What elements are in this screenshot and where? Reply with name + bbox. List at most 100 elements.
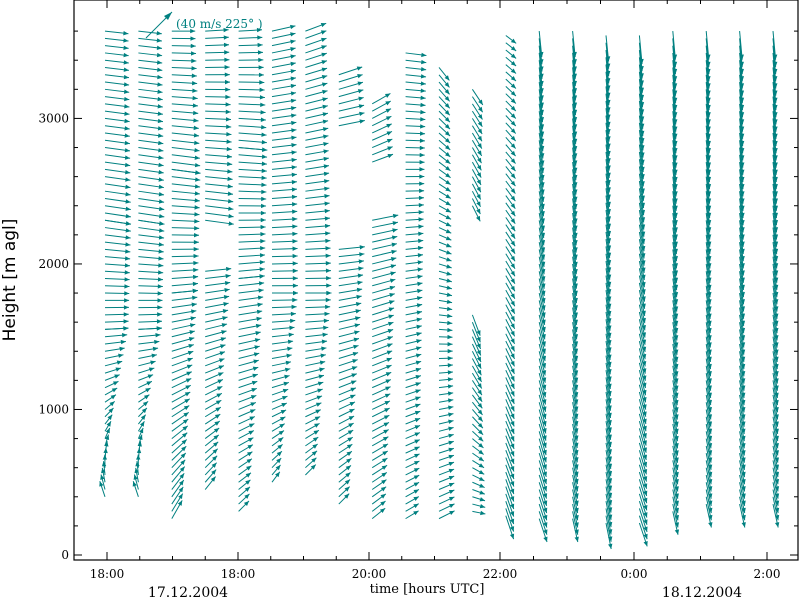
wind-vector <box>705 220 712 247</box>
wind-vector-head <box>541 348 546 354</box>
wind-vector-head <box>194 140 200 145</box>
wind-vector <box>672 271 679 298</box>
wind-vector <box>739 271 745 298</box>
wind-vector-head <box>251 388 257 393</box>
wind-vector <box>772 147 778 175</box>
wind-vector-head <box>674 500 679 506</box>
wind-vector <box>104 256 131 261</box>
wind-vector <box>171 350 194 360</box>
wind-vector <box>371 436 389 447</box>
wind-vector-head <box>572 88 578 94</box>
wind-vector-head <box>572 131 578 137</box>
wind-vector-head <box>415 367 422 373</box>
wind-vector-head <box>574 464 579 470</box>
wind-vector <box>171 43 196 49</box>
wind-vector <box>138 30 162 36</box>
wind-vector <box>638 239 646 266</box>
wind-vector-head <box>111 388 118 393</box>
wind-vector-head <box>420 102 426 108</box>
wind-vector <box>305 119 329 127</box>
wind-vector-head <box>386 123 392 128</box>
wind-vector <box>705 89 711 118</box>
wind-vector <box>372 264 397 272</box>
wind-vector-head <box>573 283 578 289</box>
wind-vector-head <box>139 421 145 427</box>
wind-vector <box>505 493 515 517</box>
wind-vector <box>572 431 579 456</box>
wind-vector <box>739 438 746 463</box>
wind-vector <box>638 49 644 79</box>
wind-vector <box>405 202 424 208</box>
wind-vector <box>171 343 194 352</box>
wind-vector-head <box>643 519 648 525</box>
wind-vector-head <box>413 461 420 466</box>
wind-vector <box>171 117 199 123</box>
wind-vector-head <box>222 309 229 314</box>
wind-vector <box>372 278 396 287</box>
wind-vector-head <box>124 133 130 138</box>
wind-vector <box>772 365 779 391</box>
wind-vector <box>772 423 779 449</box>
wind-vector-head <box>311 450 318 456</box>
wind-vector <box>104 212 131 219</box>
wind-vector-head <box>774 356 779 362</box>
wind-vector-head <box>642 468 648 475</box>
wind-vector-head <box>190 28 196 34</box>
wind-vector <box>605 282 612 309</box>
wind-vector <box>138 400 149 410</box>
wind-vector-head <box>607 318 612 324</box>
wind-vector-head <box>607 500 613 506</box>
wind-vector <box>505 35 517 44</box>
wind-vector-head <box>416 331 422 337</box>
wind-vector <box>472 438 484 449</box>
wind-vector <box>138 66 163 72</box>
wind-vector-head <box>445 215 452 220</box>
wind-vector <box>772 183 778 211</box>
wind-vector-head <box>158 162 164 168</box>
wind-vector-head <box>225 273 231 279</box>
wind-vector <box>471 380 483 396</box>
wind-vector-head <box>245 472 251 478</box>
wind-vector-head <box>261 168 267 173</box>
wind-vector-head <box>383 422 390 427</box>
wind-vector-head <box>345 465 351 471</box>
wind-vector <box>271 464 281 476</box>
wind-vector <box>572 52 577 79</box>
wind-vector <box>104 263 130 268</box>
wind-vector <box>305 416 321 425</box>
wind-vector <box>471 351 482 369</box>
wind-vector <box>204 455 218 469</box>
wind-vector-head <box>479 483 485 488</box>
wind-vector <box>305 104 328 112</box>
wind-vector <box>238 493 250 505</box>
wind-vector <box>205 337 227 345</box>
wind-vector <box>372 285 396 294</box>
wind-vector-head <box>741 464 746 470</box>
wind-vector <box>138 154 164 160</box>
wind-vector <box>338 302 362 309</box>
wind-vector-head <box>706 104 711 111</box>
wind-vector <box>138 125 164 131</box>
wind-vector <box>371 421 390 432</box>
wind-vector <box>572 81 578 108</box>
wind-vector <box>672 314 679 341</box>
wind-vector <box>705 307 712 334</box>
wind-vector <box>171 190 200 196</box>
wind-vector <box>472 423 484 436</box>
wind-vector <box>471 365 482 383</box>
wind-vector <box>138 234 165 240</box>
wind-vector-head <box>574 507 579 514</box>
wind-vector-head <box>741 392 746 398</box>
wind-vector <box>171 168 201 175</box>
wind-vector <box>438 110 451 123</box>
wind-vector-head <box>640 231 646 237</box>
wind-vector-head <box>510 368 515 374</box>
wind-vector-head <box>539 51 544 58</box>
wind-vector <box>338 74 363 83</box>
wind-vector-head <box>708 522 713 528</box>
wind-vector <box>171 274 199 280</box>
wind-vector-head <box>347 430 354 435</box>
wind-vector-head <box>510 53 517 59</box>
